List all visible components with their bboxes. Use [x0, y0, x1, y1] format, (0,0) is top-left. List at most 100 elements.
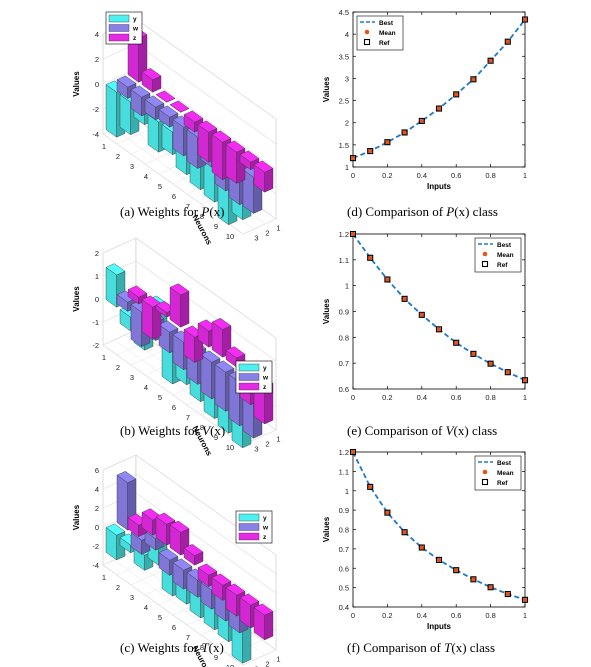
z-tick-label: 2 — [95, 249, 99, 258]
row-tick-label: 5 — [158, 613, 162, 622]
y-tick-label: 1 — [345, 163, 349, 172]
col-tick-label: 3 — [254, 234, 258, 243]
series-ref-point — [384, 509, 391, 516]
series-ref-point — [504, 369, 511, 376]
x-tick-label: 0.6 — [451, 171, 461, 180]
series-mean-point — [367, 484, 373, 490]
legend-mean-swatch — [364, 29, 370, 35]
row-tick-label: 1 — [102, 353, 106, 362]
floor-grid-line — [130, 349, 165, 366]
x-tick-label: 1 — [523, 393, 527, 402]
col-tick-label: 2 — [265, 660, 269, 667]
series-mean-point — [471, 351, 476, 357]
x-axis-label: Inputs — [427, 182, 452, 191]
legend-swatch-y — [238, 363, 260, 372]
row-tick-label: 3 — [130, 162, 134, 171]
z-tick-label: -2 — [92, 542, 99, 551]
x-tick-label: 0.8 — [485, 393, 495, 402]
series-mean-point — [505, 591, 511, 597]
y-tick-label: 2.5 — [339, 97, 349, 106]
y-tick-label: 1.1 — [339, 256, 349, 265]
y-tick-label: 0.5 — [339, 584, 349, 593]
series-ref-point — [453, 339, 460, 346]
series-ref-point — [418, 544, 425, 551]
x-tick-label: 0 — [351, 611, 355, 620]
series-ref-point — [453, 91, 460, 98]
line-chart-e: 0.6 0.7 0.8 0.9 1 1.1 1.2 0 0.2 0.4 0.6 0.8 1 Values B… — [322, 230, 529, 402]
y-tick-label: 0.7 — [339, 359, 349, 368]
z-tick-label: -1 — [92, 318, 99, 327]
col-tick-label: 3 — [254, 445, 258, 454]
row-tick-label: 3 — [130, 373, 134, 382]
z-grid-line — [102, 473, 277, 575]
series-mean-point — [367, 148, 373, 154]
y-tick-label: 1 — [345, 487, 349, 496]
row-tick-label: 5 — [158, 393, 162, 402]
series-ref-point — [487, 360, 494, 367]
series-ref-point — [349, 230, 357, 238]
series-mean-point — [436, 557, 442, 563]
legend-swatch-y — [238, 513, 260, 522]
series-ref-point — [435, 105, 443, 112]
legend-swatch-y — [108, 14, 130, 23]
legend-swatch-w — [238, 373, 260, 381]
series-ref-point — [349, 448, 357, 456]
z-tick-label: 0 — [95, 80, 99, 89]
floor-grid-line — [102, 564, 244, 666]
caption-f: (f) Comparison of T(x) class — [347, 640, 496, 655]
bar-z-neuron-10-side — [264, 168, 274, 193]
floor-grid-line — [130, 569, 165, 586]
y-axis-label: Values — [322, 516, 331, 542]
legend-label-ref: Ref — [497, 480, 508, 487]
legend-swatch-z — [238, 532, 260, 541]
series-ref-point — [470, 76, 477, 83]
bar-z-neuron-10-top — [253, 160, 274, 173]
bar-w-neuron-4-top — [158, 320, 179, 333]
series-ref-point — [418, 117, 425, 124]
z-axis-label: Values — [72, 286, 81, 312]
col-tick-label: 2 — [265, 229, 269, 238]
x-axis-label: Inputs — [427, 622, 452, 631]
series-mean-point — [385, 277, 390, 282]
series-ref-point — [384, 276, 391, 283]
x-tick-label: 0.8 — [485, 171, 495, 180]
y-tick-label: 1 — [345, 282, 349, 291]
row-tick-label: 2 — [116, 363, 120, 372]
bar-z-neuron-10-side — [264, 611, 274, 641]
y-tick-label: 1.5 — [339, 141, 349, 150]
legend-label-w: w — [262, 525, 269, 532]
caption-a: (a) Weights for P(x) — [120, 204, 225, 219]
legend-label-mean: Mean — [497, 252, 514, 259]
series-mean-point — [402, 296, 407, 302]
col-tick-label: 2 — [265, 440, 269, 449]
bar-z-neuron-8-top — [225, 140, 246, 153]
y-tick-label: 0.7 — [339, 545, 349, 554]
y-axis-label: Values — [322, 76, 331, 102]
series-mean-point — [471, 77, 476, 82]
z-axis-label: Values — [72, 71, 81, 97]
x-tick-label: 0.6 — [451, 611, 461, 620]
series-ref-point — [349, 155, 357, 162]
z-grid-line — [102, 237, 277, 339]
col-tick-label: 1 — [276, 224, 280, 233]
x-tick-label: 0.4 — [417, 393, 427, 402]
z-tick-label: 0 — [95, 523, 99, 532]
z-tick-label: 0 — [95, 295, 99, 304]
legend-swatch-w — [238, 523, 260, 531]
y-tick-label: 4.5 — [339, 8, 349, 17]
bar-z-neuron-7-top — [211, 317, 232, 330]
bar-z-neuron-3-top — [155, 512, 176, 525]
series-mean-point — [488, 584, 493, 590]
bar-z-neuron-4-top — [169, 520, 190, 533]
x-tick-label: 0.2 — [382, 171, 392, 180]
series-mean-point — [488, 361, 493, 366]
bar-z-neuron-7-front — [211, 134, 223, 181]
legend-label-w: w — [262, 375, 269, 382]
bar-z-neuron-9-top — [239, 150, 260, 163]
z-axis-label: Values — [72, 504, 81, 530]
y-tick-label: 3 — [345, 74, 349, 83]
x-tick-label: 0.4 — [417, 611, 427, 620]
series-mean-point — [453, 92, 459, 97]
